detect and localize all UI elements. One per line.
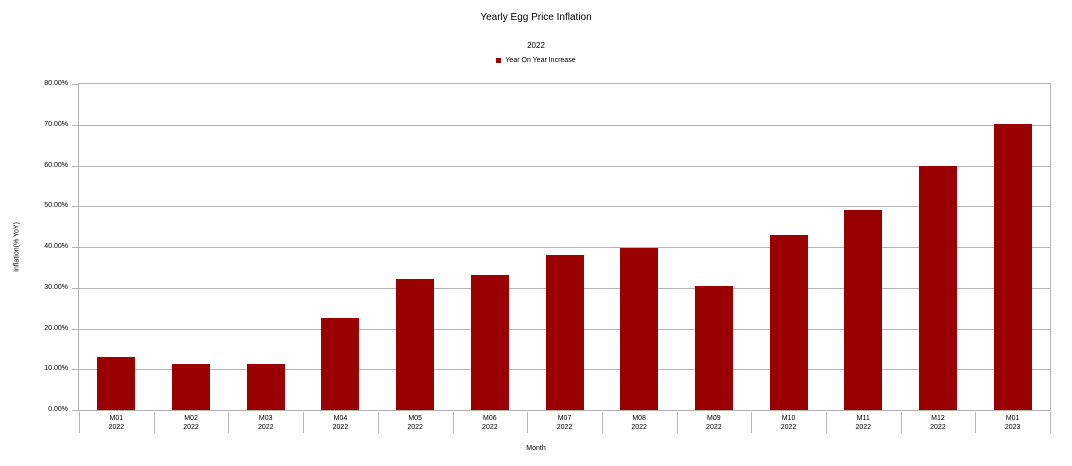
category-boundary-tick <box>452 412 454 433</box>
y-tick-label: 40.00% <box>44 243 68 250</box>
y-tick <box>72 247 78 248</box>
y-axis: 0.00% 10.00% 20.00% 30.00% 40.00% 50.00% 60.00… <box>28 80 78 413</box>
y-axis-title: Inflation(% YoY) <box>13 222 21 272</box>
category-boundary-tick <box>228 412 230 433</box>
x-label-month: M05 <box>408 415 422 422</box>
y-tick-label: 20.00% <box>44 325 68 332</box>
y-tick-label: 80.00% <box>44 80 68 87</box>
x-label-M11-2022: M11 2022 <box>826 415 901 432</box>
y-tick <box>72 84 78 85</box>
bar-M01-2022 <box>97 356 136 410</box>
gridline-60 <box>79 166 1050 167</box>
x-label-M05-2022: M05 2022 <box>378 415 453 432</box>
x-label-M09-2022: M09 2022 <box>677 415 752 432</box>
x-label-year: 2022 <box>780 423 797 431</box>
x-label-M06-2022: M06 2022 <box>453 415 528 432</box>
bar-M12-2022 <box>919 165 957 410</box>
x-label-year: 2022 <box>855 423 872 431</box>
x-label-year: 2022 <box>108 423 125 431</box>
category-boundary-tick <box>825 412 827 433</box>
x-axis-title: Month <box>526 445 546 452</box>
gridline-40 <box>79 247 1050 248</box>
legend-marker-icon <box>496 58 502 63</box>
bar-M01-2023 <box>993 124 1032 410</box>
bar-M03-2022 <box>246 364 285 410</box>
x-label-month: M09 <box>707 415 721 422</box>
y-tick-label: 0.00% <box>48 406 68 413</box>
x-label-M04-2022: M04 2022 <box>303 415 378 432</box>
x-label-month: M11 <box>856 415 870 422</box>
category-boundary-tick <box>1050 412 1051 433</box>
x-label-month: M12 <box>931 415 945 422</box>
x-label-M08-2022: M08 2022 <box>602 415 677 432</box>
x-label-month: M02 <box>184 415 198 422</box>
x-label-year: 2022 <box>482 423 498 431</box>
x-label-M12-2022: M12 2022 <box>901 415 976 432</box>
category-boundary-tick <box>900 412 902 433</box>
x-label-year: 2022 <box>257 423 274 431</box>
bar-M10-2022 <box>769 234 808 410</box>
x-label-M01-2023: M01 2023 <box>975 415 1050 432</box>
y-tick <box>72 206 78 207</box>
y-tick-label: 30.00% <box>44 284 68 291</box>
y-tick <box>72 125 78 126</box>
y-tick-label: 10.00% <box>44 365 68 372</box>
x-label-M10-2022: M10 2022 <box>751 415 826 432</box>
plot-area <box>78 83 1051 411</box>
x-label-month: M07 <box>557 415 572 422</box>
y-tick <box>72 166 78 167</box>
x-axis-ticks <box>79 412 1051 433</box>
x-label-year: 2022 <box>332 423 349 431</box>
bar-M09-2022 <box>694 285 733 410</box>
legend: Year On Year Increase <box>0 57 1072 64</box>
x-label-year: 2022 <box>183 423 199 431</box>
x-label-M02-2022: M02 2022 <box>154 415 229 432</box>
y-tick <box>72 329 78 330</box>
y-tick-label: 50.00% <box>44 202 68 209</box>
gridline-50 <box>79 206 1050 207</box>
x-label-year: 2022 <box>556 423 573 431</box>
y-tick <box>72 288 78 289</box>
bar-M05-2022 <box>396 278 435 410</box>
y-tick-label: 60.00% <box>44 162 68 169</box>
x-label-year: 2022 <box>706 423 722 431</box>
category-boundary-tick <box>676 412 678 433</box>
gridline-70 <box>79 125 1050 126</box>
x-label-month: M01 <box>1005 415 1020 422</box>
bar-M02-2022 <box>172 363 210 410</box>
bar-M08-2022 <box>620 247 659 410</box>
x-label-month: M08 <box>632 415 646 422</box>
y-tick-label: 70.00% <box>44 121 68 128</box>
y-tick <box>72 369 78 370</box>
category-boundary-tick <box>377 412 379 433</box>
x-label-month: M10 <box>781 415 796 422</box>
chart-title: Yearly Egg Price Inflation <box>480 12 592 23</box>
category-boundary-tick <box>527 412 529 433</box>
x-label-year: 2023 <box>1004 423 1021 431</box>
legend-label: Year On Year Increase <box>505 57 576 64</box>
x-label-month: M04 <box>333 415 348 422</box>
bar-M11-2022 <box>844 209 883 410</box>
x-label-year: 2022 <box>930 423 946 431</box>
x-label-year: 2022 <box>407 423 423 431</box>
x-axis-labels: M01 2022 M02 2022 M03 2022 M04 2022 M05 2022 M06 20… <box>79 414 1050 436</box>
bar-M07-2022 <box>545 255 584 410</box>
x-label-M01-2022: M01 2022 <box>79 415 154 432</box>
x-label-year: 2022 <box>631 423 647 431</box>
x-label-month: M06 <box>483 415 497 422</box>
bar-M04-2022 <box>321 317 360 410</box>
category-boundary-tick <box>975 412 977 433</box>
bar-M06-2022 <box>470 275 509 410</box>
category-boundary-tick <box>751 412 753 433</box>
category-boundary-tick <box>601 412 603 433</box>
category-boundary-tick <box>303 412 305 433</box>
chart-subtitle: 2022 <box>527 41 545 50</box>
x-label-month: M01 <box>109 415 124 422</box>
x-label-month: M03 <box>258 415 273 422</box>
x-label-M07-2022: M07 2022 <box>527 415 602 432</box>
y-tick <box>72 410 78 411</box>
category-boundary-tick <box>79 412 80 433</box>
category-boundary-tick <box>153 412 155 433</box>
x-label-M03-2022: M03 2022 <box>228 415 303 432</box>
